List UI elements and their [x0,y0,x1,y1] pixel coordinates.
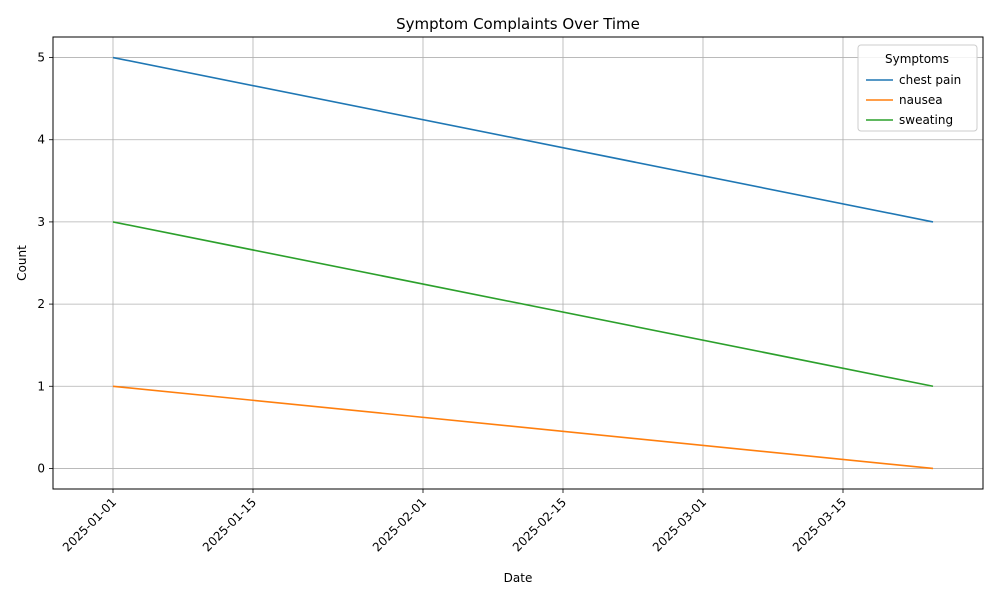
chart-title: Symptom Complaints Over Time [396,15,640,33]
series-line-nausea [112,385,934,470]
legend-entry-label: nausea [899,93,943,107]
plot-frame [52,36,984,490]
x-axis-label: Date [504,571,533,585]
legend-entry-label: chest pain [899,73,961,87]
x-tick-label: 2025-03-01 [650,495,709,554]
x-tick-label: 2025-02-01 [370,495,429,554]
y-tick-label: 4 [37,133,45,147]
x-tick-label: 2025-01-15 [200,495,259,554]
series-line-sweating [112,221,934,388]
series-lines [112,56,934,470]
legend-title: Symptoms [885,52,949,66]
x-tick-label: 2025-03-15 [790,495,849,554]
legend-box [857,44,978,132]
y-axis-ticks: 0 1 2 3 4 5 [37,51,53,475]
y-tick-label: 1 [37,379,45,393]
y-tick-label: 0 [37,461,45,475]
y-tick-label: 2 [37,297,45,311]
grid-lines [53,37,983,489]
x-tick-label: 2025-01-01 [60,495,119,554]
legend-entry-label: sweating [899,113,953,127]
x-tick-label: 2025-02-15 [510,495,569,554]
legend: Symptoms chest pain nausea sweating [857,44,978,132]
y-tick-label: 5 [37,51,45,65]
series-line-chest-pain [112,56,934,223]
y-axis-label: Count [15,245,29,281]
x-axis-ticks: 2025-01-01 2025-01-15 2025-02-01 2025-02-15… [60,489,849,554]
y-tick-label: 3 [37,215,45,229]
